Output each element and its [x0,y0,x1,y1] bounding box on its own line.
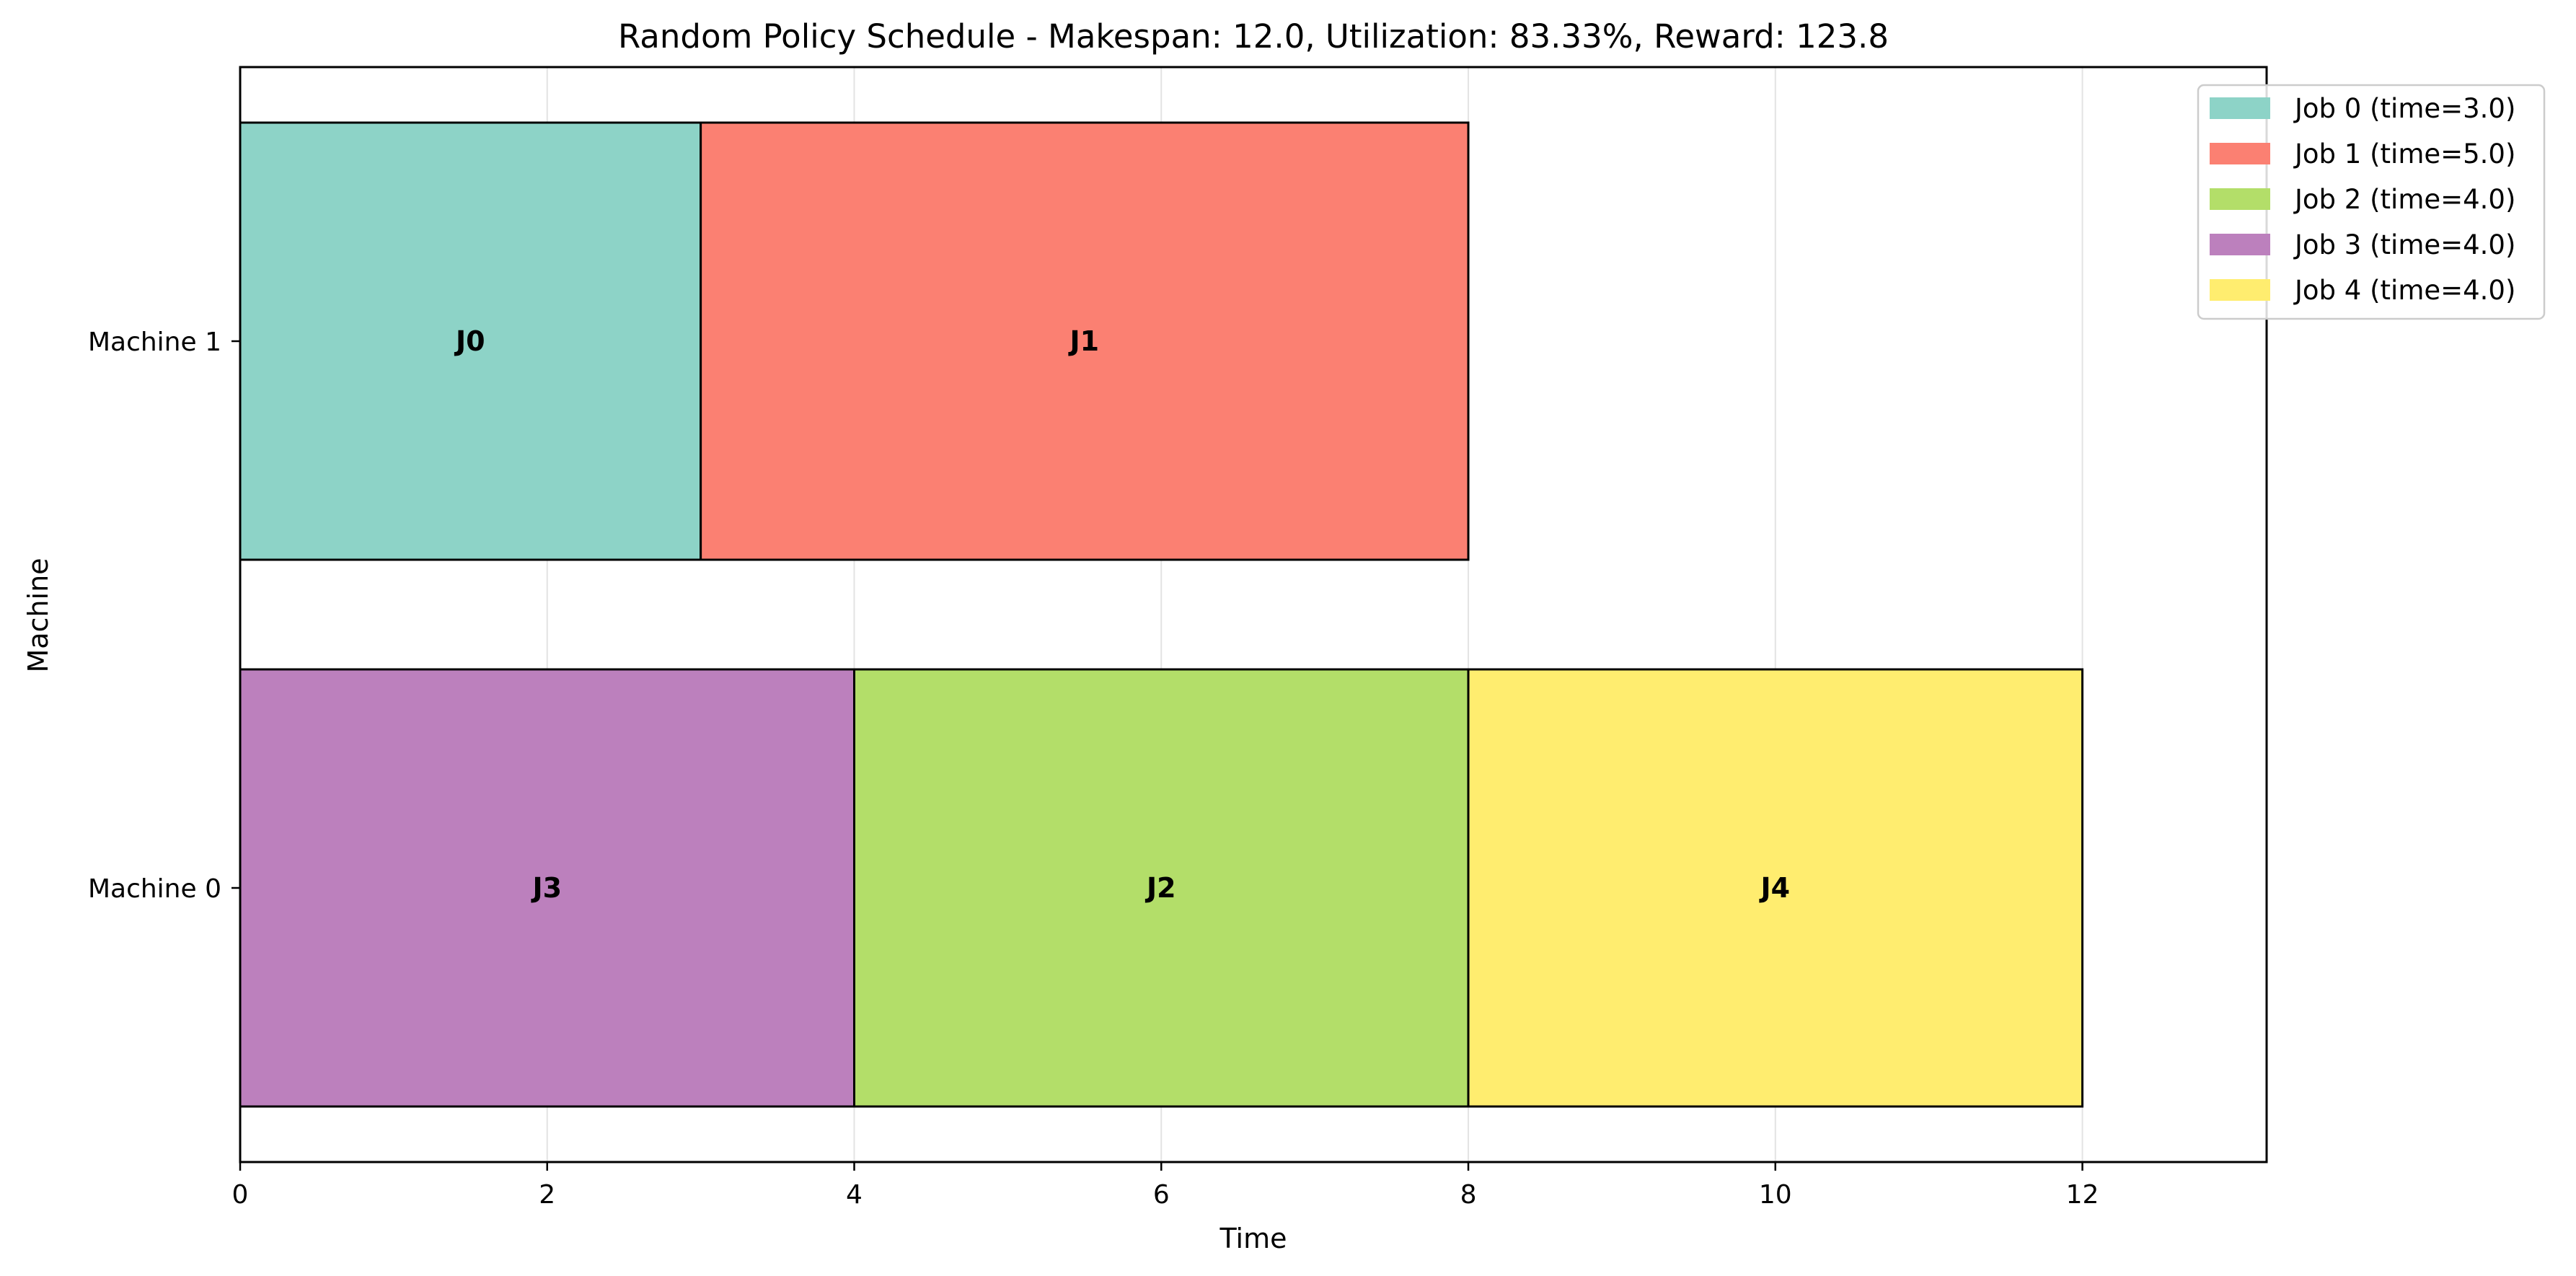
legend-label: Job 3 (time=4.0) [2293,229,2515,260]
x-tick-label: 6 [1153,1180,1170,1210]
task-bar-j4 [1467,668,2084,1108]
task-bar-j1 [700,121,1470,561]
y-tick-label: Machine 0 [88,874,221,904]
bar-layer: J0 J1 J3 J2 J4 [239,121,2084,1108]
legend-swatch [2210,143,2270,164]
x-tick-label: 12 [2066,1180,2099,1210]
x-axis-label: Time [1219,1223,1287,1254]
chart-title: Random Policy Schedule - Makespan: 12.0,… [618,17,1889,56]
legend: Job 0 (time=3.0) Job 1 (time=5.0) Job 2 (t… [2197,84,2546,320]
legend-swatch [2210,188,2270,210]
task-label-j2: J2 [1144,872,1176,904]
legend-swatch [2210,234,2270,255]
x-tick-label: 0 [232,1180,249,1210]
task-bar-j0 [239,121,702,561]
x-tick-label: 8 [1460,1180,1477,1210]
legend-label: Job 4 (time=4.0) [2293,275,2515,306]
y-axis-label: Machine [22,558,54,672]
y-tick-label: Machine 1 [88,327,221,357]
legend-swatch [2210,279,2270,301]
task-label-j0: J0 [454,325,485,357]
legend-label: Job 2 (time=4.0) [2293,184,2515,215]
axis-layer: 0 2 4 6 8 10 12 Machine 1 Machine 0 [88,327,2099,1210]
legend-swatch [2210,97,2270,119]
task-label-j4: J4 [1758,872,1790,904]
x-tick-label: 4 [846,1180,863,1210]
legend-label: Job 1 (time=5.0) [2293,138,2515,170]
task-bar-j2 [853,668,1470,1108]
task-bar-j3 [239,668,856,1108]
plot-frame [239,66,2268,1163]
x-tick-label: 2 [539,1180,555,1210]
legend-box [2197,84,2546,320]
task-label-j1: J1 [1068,325,1100,357]
x-tick-label: 10 [1759,1180,1792,1210]
task-label-j3: J3 [530,872,562,904]
legend-label: Job 0 (time=3.0) [2293,93,2515,124]
